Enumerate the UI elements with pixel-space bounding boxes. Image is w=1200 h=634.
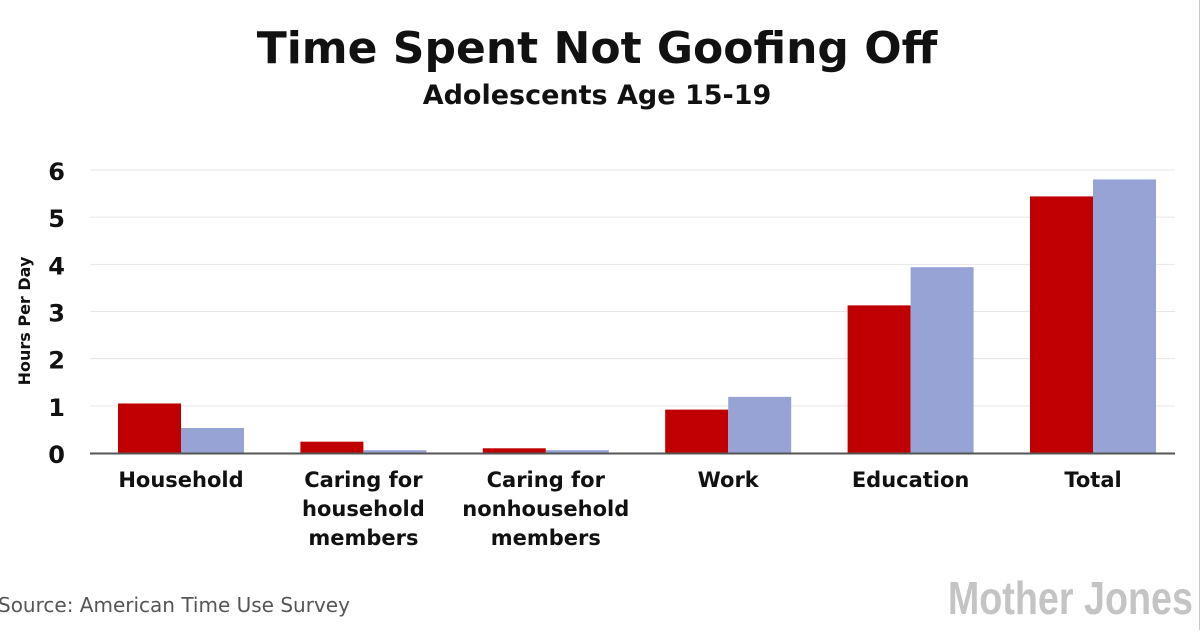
source-note: Source: American Time Use Survey: [0, 593, 350, 617]
x-tick-label: Household: [118, 468, 243, 492]
bar-series-1: [300, 441, 364, 453]
bar-series-2: [363, 450, 427, 453]
bar-series-1: [847, 305, 911, 453]
x-tick-label: Caring for household members: [302, 468, 425, 550]
y-tick-label: 5: [48, 205, 65, 233]
bar-series-1: [665, 409, 729, 453]
y-axis-label: Hours Per Day: [15, 256, 34, 385]
bars: [118, 179, 1156, 453]
bar-series-2: [545, 450, 609, 453]
y-tick-labels: 0 1 2 3 4 5 6: [48, 158, 65, 469]
grid-lines: [90, 169, 1175, 407]
x-tick-label: Total: [1064, 468, 1121, 492]
chart-title: Time Spent Not Goofing Off: [257, 23, 939, 74]
y-tick-label: 1: [48, 394, 65, 422]
y-tick-label: 0: [48, 441, 65, 469]
bar-series-2: [181, 428, 244, 453]
x-tick-label: Caring for nonhousehold members: [462, 468, 629, 550]
x-tick-label: Education: [852, 468, 970, 492]
x-tick-label: Work: [698, 468, 760, 492]
bar-series-2: [1093, 179, 1156, 453]
bar-series-2: [910, 267, 974, 453]
x-tick-labels: Household Caring for household members Carin…: [118, 468, 1121, 550]
y-tick-label: 6: [48, 158, 65, 186]
bar-series-1: [1030, 196, 1093, 453]
bar-series-2: [728, 396, 792, 453]
bar-series-1: [118, 403, 181, 453]
y-tick-label: 2: [48, 347, 65, 375]
mother-jones-logo: Mother Jones: [948, 572, 1193, 623]
y-tick-label: 3: [48, 300, 65, 328]
bar-series-1: [482, 448, 546, 453]
chart-subtitle: Adolescents Age 15-19: [423, 80, 772, 111]
y-tick-label: 4: [48, 252, 65, 280]
